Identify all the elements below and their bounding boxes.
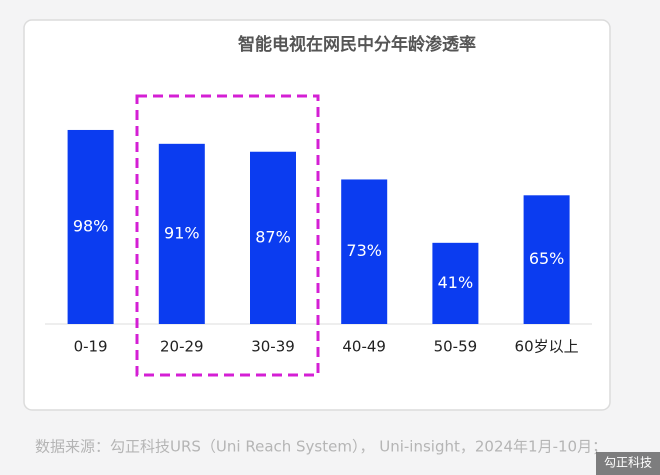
bars: 98% 0-19 91% 20-29 87% 30-39 73% 40-49 41% 50-59 6… [67, 129, 579, 356]
x-tick-label: 0-19 [74, 338, 108, 356]
highlight-box [135, 94, 320, 377]
value-label: 73% [346, 241, 382, 260]
value-label: 98% [73, 216, 109, 235]
x-tick-label: 30-39 [251, 338, 295, 356]
bar [67, 129, 114, 324]
source-note: 数据来源：勾正科技URS（Uni Reach System）， Uni-insi… [35, 438, 607, 456]
bar [341, 179, 388, 324]
x-tick-label: 60岁以上 [515, 338, 579, 356]
watermark-bg [596, 452, 660, 475]
bar [432, 242, 479, 324]
x-tick-label: 20-29 [160, 338, 204, 356]
watermark: 勾正科技 [604, 456, 652, 470]
value-label: 65% [529, 249, 565, 268]
value-label: 41% [438, 273, 474, 292]
value-label: 87% [255, 227, 291, 246]
bar [158, 143, 205, 324]
bar [250, 151, 296, 324]
x-tick-label: 50-59 [434, 338, 478, 356]
value-label: 91% [164, 223, 200, 242]
x-tick-label: 40-49 [342, 338, 386, 356]
chart-title: 智能电视在网民中分年龄渗透率 [238, 34, 476, 55]
bar [523, 195, 570, 324]
